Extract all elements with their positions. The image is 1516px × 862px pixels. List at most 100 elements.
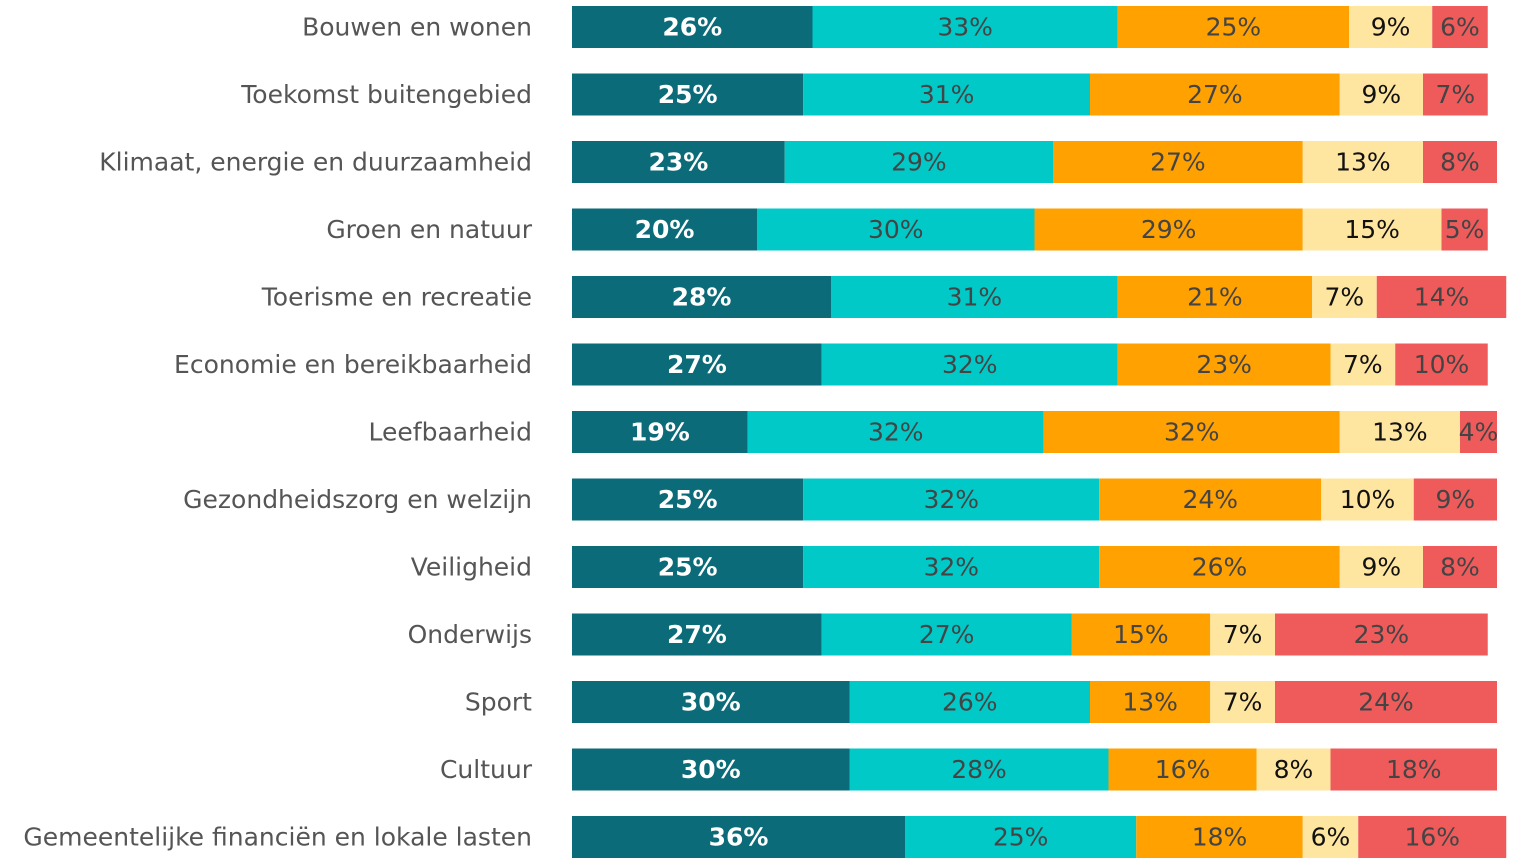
value-label: 26%: [1192, 553, 1248, 582]
bar-segment: [821, 613, 1072, 656]
bar-segment: [1423, 546, 1497, 588]
value-label: 33%: [937, 13, 993, 42]
bar-segment: [572, 546, 804, 588]
category-label: Onderwijs: [408, 620, 532, 649]
bar-segment: [1071, 613, 1211, 656]
bar-segment: [784, 141, 1053, 183]
value-label: 26%: [662, 13, 722, 42]
bar-segment: [1349, 6, 1433, 48]
value-label: 31%: [947, 283, 1003, 312]
value-label: 15%: [1113, 620, 1169, 649]
bar-segment: [572, 208, 757, 251]
bar-segment: [1423, 73, 1488, 116]
value-label: 10%: [1414, 350, 1470, 379]
value-label: 32%: [923, 485, 979, 514]
bar-segment: [821, 343, 1118, 386]
bar-segment: [1256, 748, 1331, 791]
value-label: 4%: [1459, 418, 1499, 447]
category-label: Gemeentelijke financiën en lokale lasten: [23, 823, 532, 852]
value-label: 32%: [1164, 418, 1220, 447]
bar-segment: [905, 816, 1137, 858]
value-label: 27%: [919, 620, 975, 649]
value-label: 26%: [942, 688, 998, 717]
bar-segment: [572, 141, 785, 183]
value-label: 19%: [630, 418, 690, 447]
category-label: Toekomst buitengebied: [240, 80, 532, 109]
bar-segment: [803, 73, 1090, 116]
value-label: 31%: [919, 80, 975, 109]
bar-segment: [572, 276, 831, 318]
bar-segment: [1339, 73, 1423, 116]
value-label: 29%: [1141, 215, 1197, 244]
bar-segment: [1053, 141, 1303, 183]
value-label: 9%: [1362, 553, 1402, 582]
value-label: 23%: [1196, 350, 1252, 379]
bar-segment: [1395, 343, 1488, 386]
bar-segment: [1117, 276, 1312, 318]
value-label: 9%: [1371, 13, 1411, 42]
bar-segment: [572, 478, 804, 521]
bar-segment: [1099, 478, 1322, 521]
bar-segment: [1275, 613, 1488, 656]
value-label: 32%: [923, 553, 979, 582]
value-label: 25%: [658, 553, 718, 582]
value-label: 30%: [868, 215, 924, 244]
bar-segment: [1330, 343, 1396, 386]
value-label: 28%: [672, 283, 732, 312]
value-label: 32%: [868, 418, 924, 447]
bar-segment: [1034, 208, 1303, 251]
value-label: 36%: [709, 823, 769, 852]
value-label: 9%: [1362, 80, 1402, 109]
value-label: 9%: [1436, 485, 1476, 514]
bar-segment: [572, 681, 850, 723]
value-label: 28%: [951, 755, 1007, 784]
bar-segment: [747, 411, 1044, 453]
value-label: 27%: [667, 350, 727, 379]
value-label: 23%: [648, 148, 708, 177]
value-label: 13%: [1335, 148, 1391, 177]
bar-segment: [1339, 546, 1423, 588]
category-label: Bouwen en wonen: [302, 13, 532, 42]
bar-segment: [572, 748, 850, 791]
bar-segment: [1117, 6, 1349, 48]
bar-segment: [812, 6, 1118, 48]
bar-segment: [572, 73, 804, 116]
category-label: Toerisme en recreatie: [261, 283, 532, 312]
bar-segment: [1441, 208, 1488, 251]
value-label: 18%: [1386, 755, 1442, 784]
bar-segment: [572, 6, 813, 48]
value-label: 7%: [1436, 80, 1476, 109]
bar-segment: [849, 681, 1090, 723]
bar-segment: [1043, 411, 1340, 453]
value-label: 7%: [1325, 283, 1365, 312]
value-label: 25%: [658, 485, 718, 514]
bar-segment: [1090, 73, 1340, 116]
value-label: 29%: [891, 148, 947, 177]
value-label: 27%: [667, 620, 727, 649]
category-label: Groen en natuur: [326, 215, 532, 244]
value-label: 8%: [1274, 755, 1314, 784]
category-label: Economie en bereikbaarheid: [174, 350, 532, 379]
value-label: 8%: [1440, 148, 1480, 177]
bar-segment: [849, 748, 1109, 791]
value-label: 30%: [681, 688, 741, 717]
value-label: 7%: [1343, 350, 1383, 379]
value-label: 20%: [635, 215, 695, 244]
value-label: 7%: [1223, 620, 1263, 649]
bar-segment: [1339, 411, 1460, 453]
category-label: Klimaat, energie en duurzaamheid: [99, 148, 532, 177]
value-label: 27%: [1150, 148, 1206, 177]
value-label: 13%: [1122, 688, 1178, 717]
value-label: 24%: [1358, 688, 1414, 717]
value-label: 13%: [1372, 418, 1428, 447]
value-label: 6%: [1311, 823, 1351, 852]
value-label: 7%: [1223, 688, 1263, 717]
category-label: Veiligheid: [411, 553, 532, 582]
bar-segment: [1460, 411, 1497, 453]
bar-segment: [1210, 613, 1275, 656]
value-label: 18%: [1192, 823, 1248, 852]
bar-segment: [1275, 681, 1497, 723]
bar-segment: [1330, 748, 1497, 791]
bar-segment: [1358, 816, 1507, 858]
